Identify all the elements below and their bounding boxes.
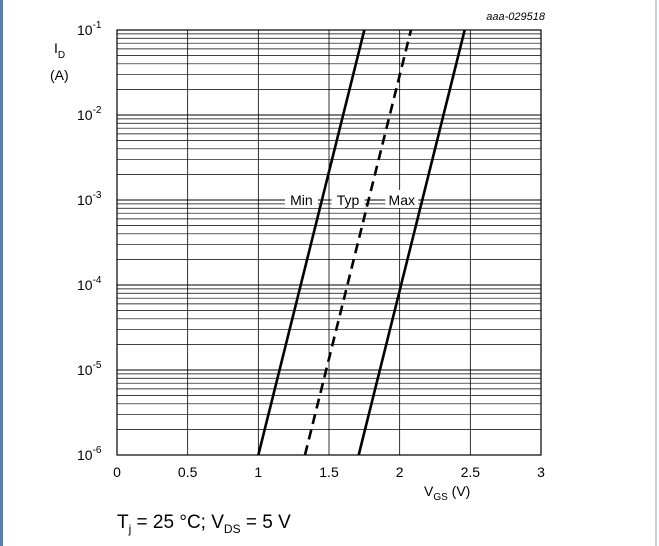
caption-t-sub: j: [128, 521, 132, 536]
plot-border: [116, 29, 542, 456]
y-tick-label: 10-6: [77, 445, 102, 463]
y-tick-label: 10-3: [77, 190, 102, 208]
y-axis-unit: (A): [50, 67, 69, 83]
series-line-typ: [303, 29, 413, 456]
y-tick-label: 10-4: [77, 275, 102, 293]
series-label-bg-min: [284, 190, 318, 208]
labels: Min Typ Max 0 0.5 1 1.5 2 2.5 3 10-6 10-5 10-4 10-3 10…: [50, 11, 546, 503]
series-label-bg-max: [385, 190, 419, 208]
y-tick-label: 10-2: [77, 105, 102, 123]
series-line-max: [357, 29, 466, 456]
x-tick-label: 0: [113, 464, 121, 480]
x-tick-label: 2.5: [461, 464, 481, 480]
y-tick-label: 10-5: [77, 360, 102, 378]
frame-border-left: [0, 0, 3, 546]
series-line-min: [257, 29, 366, 456]
x-tick-label: 1.5: [319, 464, 339, 480]
x-tick-label: 2: [396, 464, 404, 480]
x-tick-label: 3: [537, 464, 545, 480]
y-tick-label: 10-1: [77, 20, 102, 38]
x-tick-label: 1: [254, 464, 262, 480]
grid: [116, 29, 542, 456]
transfer-characteristic-chart: Min Typ Max 0 0.5 1 1.5 2 2.5 3 10-6 10-5 10-4 10-3 10…: [50, 11, 546, 503]
series-label-bg-typ: [331, 190, 365, 208]
caption-v-rest: = 5 V: [240, 512, 291, 533]
series-label-typ: Typ: [337, 192, 360, 208]
series-label-max: Max: [389, 192, 415, 208]
frame-border-right: [655, 0, 657, 546]
x-tick-label: 0.5: [178, 464, 198, 480]
series-label-min: Min: [290, 192, 313, 208]
caption-t: T: [117, 512, 129, 533]
x-axis-label: VGS (V): [424, 483, 470, 503]
figure-reference-id: aaa-029518: [486, 11, 546, 23]
curves: [257, 29, 466, 456]
chart-caption: Tj = 25 °C; VDS = 5 V: [117, 512, 291, 536]
caption-t-rest: = 25 °C; V: [131, 512, 224, 533]
caption-v-sub: DS: [223, 521, 241, 536]
y-axis-label: ID: [54, 40, 65, 61]
